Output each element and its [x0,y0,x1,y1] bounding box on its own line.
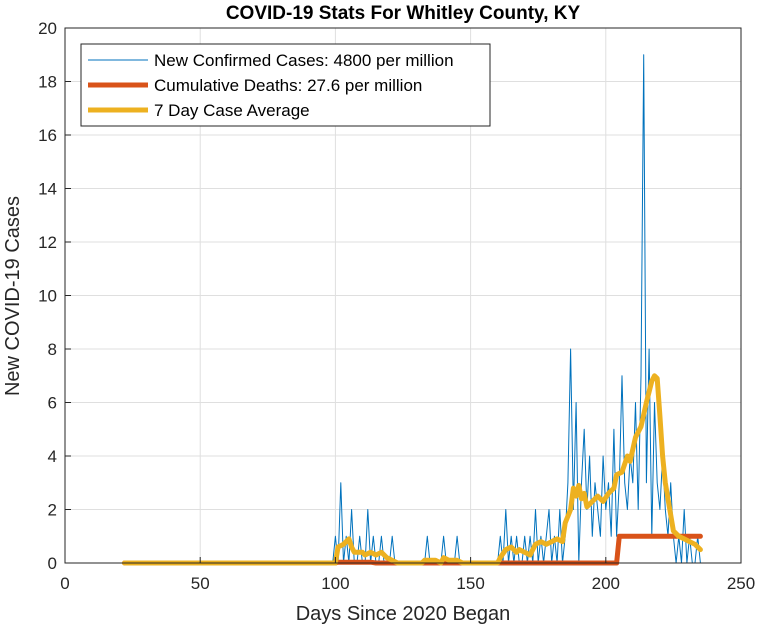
x-tick-label: 250 [727,574,755,593]
legend-label-7-day-average: 7 Day Case Average [154,101,310,120]
x-tick-label: 200 [592,574,620,593]
y-tick-label: 16 [38,126,57,145]
x-tick-label: 50 [191,574,210,593]
y-tick-label: 18 [38,73,57,92]
x-tick-label: 150 [456,574,484,593]
legend: New Confirmed Cases: 4800 per million Cu… [80,43,491,127]
y-axis-label: New COVID-19 Cases [2,196,24,396]
legend-label-cumulative-deaths: Cumulative Deaths: 27.6 per million [154,76,422,95]
y-tick-label: 8 [48,340,57,359]
x-axis-label: Days Since 2020 Began [296,603,511,625]
x-tick-label: 0 [60,574,69,593]
y-tick-label: 2 [48,501,57,520]
y-tick-label: 14 [38,180,57,199]
x-tick-label: 100 [321,574,349,593]
y-tick-label: 10 [38,287,57,306]
series-7-day-case-average [122,373,703,566]
y-tick-label: 6 [48,394,57,413]
legend-box [80,43,491,127]
y-tick-label: 20 [38,19,57,38]
legend-label-new-cases: New Confirmed Cases: 4800 per million [154,51,454,70]
chart-title: COVID-19 Stats For Whitley County, KY [226,3,581,24]
y-tick-label: 4 [48,447,57,466]
y-tick-label: 12 [38,233,57,252]
y-tick-label: 0 [48,554,57,573]
ticks: 0 50 100 150 200 250 0 2 4 6 8 10 12 14 16 18 20 [38,19,755,593]
